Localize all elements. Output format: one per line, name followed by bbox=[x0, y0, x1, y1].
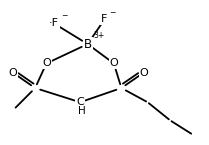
Text: B: B bbox=[84, 38, 92, 51]
Text: 3+: 3+ bbox=[93, 31, 104, 40]
Text: −: − bbox=[109, 8, 116, 17]
Text: ·F: ·F bbox=[49, 18, 59, 28]
Text: O: O bbox=[42, 58, 51, 68]
Text: O: O bbox=[139, 68, 148, 77]
Text: O: O bbox=[8, 68, 17, 77]
Text: −: − bbox=[61, 11, 68, 21]
Text: H: H bbox=[78, 106, 86, 116]
Text: O: O bbox=[110, 58, 118, 68]
Text: F: F bbox=[101, 14, 108, 25]
Text: C: C bbox=[76, 97, 84, 107]
